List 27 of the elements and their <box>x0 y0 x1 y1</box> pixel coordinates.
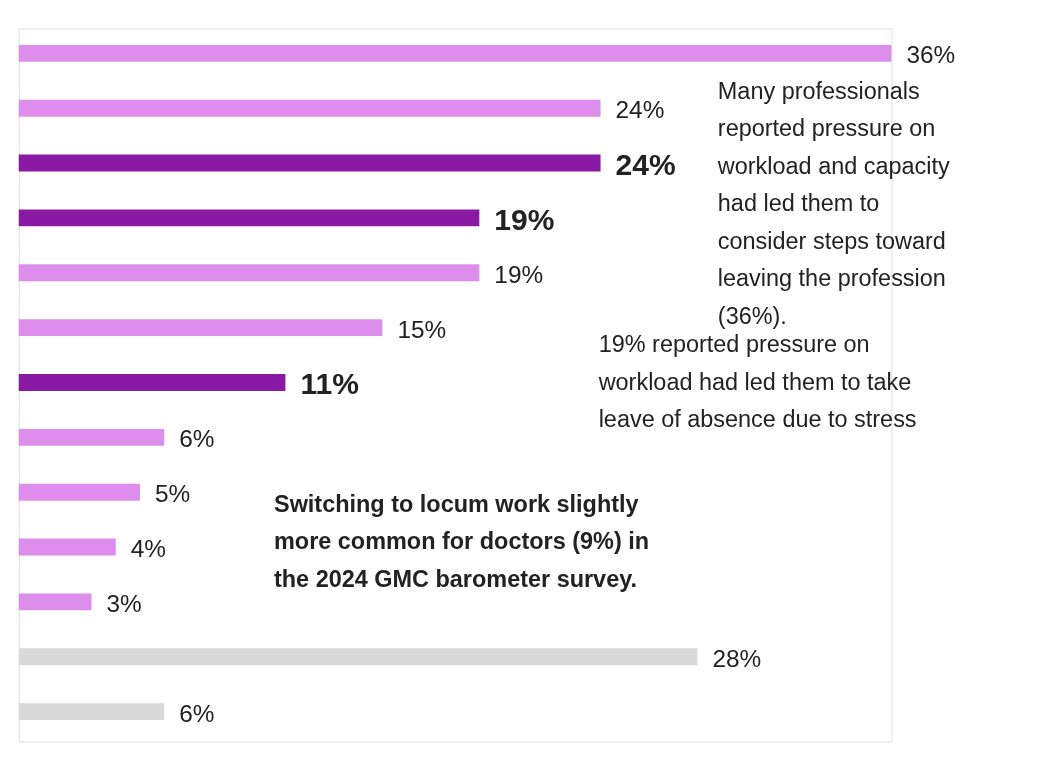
bar <box>18 374 286 391</box>
data-label: 24% <box>615 147 676 181</box>
annotation: 19% reported pressure on workload had led them to take leave of absence due to stress <box>597 331 917 433</box>
data-label: 3% <box>106 589 142 617</box>
bar <box>18 44 892 62</box>
data-label: 6% <box>179 699 215 727</box>
data-label: 24% <box>615 96 665 124</box>
data-label: 28% <box>712 644 762 672</box>
bar <box>18 483 140 501</box>
bar <box>18 428 165 446</box>
data-label: 36% <box>906 41 956 69</box>
bar <box>18 593 92 611</box>
data-label: 19% <box>494 202 555 236</box>
data-label: 4% <box>130 535 166 563</box>
bar <box>18 209 480 227</box>
data-label: 19% <box>494 260 544 288</box>
data-label: 11% <box>300 367 359 401</box>
bar <box>18 319 383 337</box>
bar <box>18 154 601 172</box>
data-label: 6% <box>179 425 215 453</box>
bar <box>18 538 116 556</box>
bar <box>18 99 601 117</box>
annotation: Switching to locum work slightly more common for doctors (9%) in the 2024 GMC barometer survey. <box>273 490 650 592</box>
data-label: 5% <box>154 480 191 508</box>
annotation: Many professionals reported pressure on workload and capacity had led them to consider steps toward leaving the profession (36%). <box>716 77 951 330</box>
bar <box>18 264 480 282</box>
data-label: 15% <box>397 315 447 343</box>
